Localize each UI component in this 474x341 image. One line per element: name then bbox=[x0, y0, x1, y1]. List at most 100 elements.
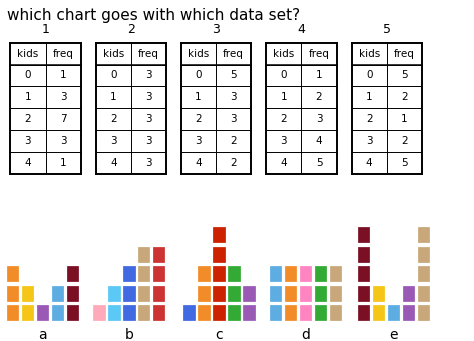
Bar bbox=[212, 226, 226, 243]
Bar bbox=[269, 285, 283, 302]
Text: 7: 7 bbox=[60, 114, 66, 124]
Text: 3: 3 bbox=[60, 92, 66, 102]
Text: 3: 3 bbox=[230, 114, 237, 124]
Bar bbox=[197, 265, 210, 282]
Text: 2: 2 bbox=[281, 114, 287, 124]
Bar bbox=[212, 246, 226, 263]
Bar bbox=[182, 304, 196, 321]
Text: kids: kids bbox=[359, 48, 380, 59]
Bar bbox=[122, 285, 136, 302]
Bar bbox=[137, 285, 151, 302]
Text: 1: 1 bbox=[60, 71, 66, 80]
Text: kids: kids bbox=[103, 48, 124, 59]
Bar bbox=[137, 304, 151, 321]
Text: 3: 3 bbox=[195, 136, 202, 146]
Text: 1: 1 bbox=[25, 92, 31, 102]
Text: 4: 4 bbox=[281, 158, 287, 168]
Text: freq: freq bbox=[309, 48, 329, 59]
Bar bbox=[314, 285, 328, 302]
Bar bbox=[299, 304, 312, 321]
Text: 2: 2 bbox=[195, 114, 202, 124]
Bar bbox=[212, 304, 226, 321]
Text: 3: 3 bbox=[366, 136, 373, 146]
Text: 3: 3 bbox=[145, 114, 152, 124]
Bar bbox=[314, 304, 328, 321]
Text: 0: 0 bbox=[366, 71, 373, 80]
Bar bbox=[51, 285, 64, 302]
Bar bbox=[21, 304, 34, 321]
Bar bbox=[152, 304, 165, 321]
Bar bbox=[152, 285, 165, 302]
Text: 2: 2 bbox=[25, 114, 31, 124]
Text: 2: 2 bbox=[230, 136, 237, 146]
Bar bbox=[107, 285, 120, 302]
Text: 4: 4 bbox=[316, 136, 322, 146]
Text: 2: 2 bbox=[316, 92, 322, 102]
Bar bbox=[299, 265, 312, 282]
Bar bbox=[66, 304, 79, 321]
Bar bbox=[197, 285, 210, 302]
Text: 4: 4 bbox=[298, 23, 305, 36]
Text: 1: 1 bbox=[195, 92, 202, 102]
Bar bbox=[357, 304, 370, 321]
Text: 3: 3 bbox=[145, 136, 152, 146]
Bar bbox=[6, 304, 19, 321]
Text: 4: 4 bbox=[366, 158, 373, 168]
Bar bbox=[284, 265, 297, 282]
Text: kids: kids bbox=[18, 48, 38, 59]
Bar bbox=[299, 285, 312, 302]
Bar bbox=[329, 285, 342, 302]
Text: 1: 1 bbox=[110, 92, 117, 102]
Text: kids: kids bbox=[188, 48, 209, 59]
Text: c: c bbox=[215, 328, 223, 341]
Text: 5: 5 bbox=[316, 158, 322, 168]
Bar bbox=[417, 265, 430, 282]
Text: 3: 3 bbox=[281, 136, 287, 146]
Text: 5: 5 bbox=[383, 23, 391, 36]
Text: 4: 4 bbox=[25, 158, 31, 168]
Bar bbox=[284, 304, 297, 321]
Text: 0: 0 bbox=[25, 71, 31, 80]
Bar bbox=[92, 304, 106, 321]
Bar bbox=[51, 304, 64, 321]
Bar bbox=[402, 285, 415, 302]
Bar bbox=[372, 285, 385, 302]
Text: 5: 5 bbox=[230, 71, 237, 80]
Text: 3: 3 bbox=[145, 92, 152, 102]
Bar bbox=[137, 246, 151, 263]
Text: 1: 1 bbox=[401, 114, 408, 124]
Text: 2: 2 bbox=[230, 158, 237, 168]
Bar bbox=[417, 246, 430, 263]
Bar bbox=[152, 265, 165, 282]
Bar bbox=[228, 285, 241, 302]
Text: freq: freq bbox=[53, 48, 73, 59]
Bar bbox=[228, 265, 241, 282]
Bar bbox=[242, 304, 255, 321]
Bar bbox=[357, 285, 370, 302]
Text: 4: 4 bbox=[110, 158, 117, 168]
Text: which chart goes with which data set?: which chart goes with which data set? bbox=[7, 8, 300, 23]
Text: freq: freq bbox=[394, 48, 415, 59]
Bar bbox=[314, 265, 328, 282]
Bar bbox=[269, 265, 283, 282]
Bar bbox=[21, 285, 34, 302]
Text: freq: freq bbox=[138, 48, 159, 59]
Bar bbox=[417, 285, 430, 302]
Text: 1: 1 bbox=[60, 158, 66, 168]
Bar bbox=[36, 304, 49, 321]
Bar bbox=[372, 304, 385, 321]
Bar bbox=[402, 304, 415, 321]
Bar bbox=[357, 265, 370, 282]
Text: freq: freq bbox=[223, 48, 244, 59]
Text: 0: 0 bbox=[281, 71, 287, 80]
Bar bbox=[417, 304, 430, 321]
Bar bbox=[284, 285, 297, 302]
Bar bbox=[137, 265, 151, 282]
Text: a: a bbox=[38, 328, 47, 341]
Bar bbox=[107, 304, 120, 321]
Text: 2: 2 bbox=[366, 114, 373, 124]
Text: 3: 3 bbox=[145, 158, 152, 168]
Bar bbox=[66, 285, 79, 302]
Text: e: e bbox=[389, 328, 398, 341]
Bar bbox=[6, 285, 19, 302]
